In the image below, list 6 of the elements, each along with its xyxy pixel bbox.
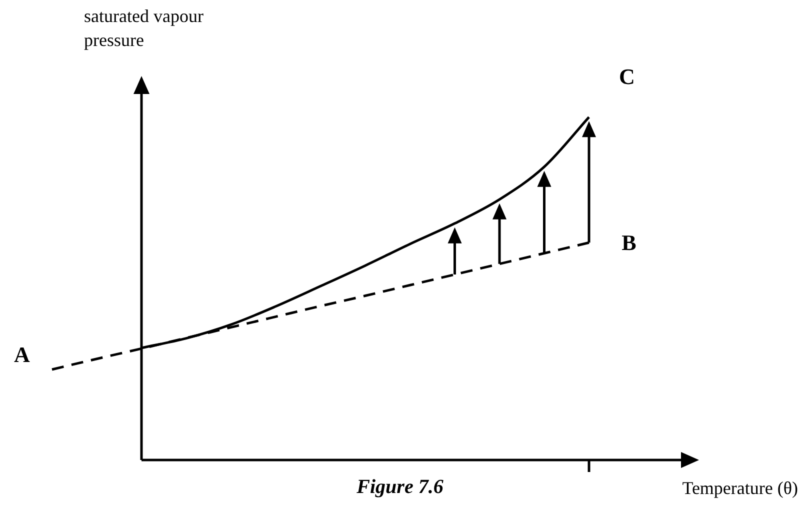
text: B <box>622 230 636 256</box>
text: Figure 7.6 <box>356 476 444 499</box>
text: C <box>619 64 635 90</box>
y-axis-title: saturated vapour pressure <box>84 5 204 52</box>
annotation: A <box>14 342 30 368</box>
x-axis-title: Temperature (θ) <box>682 478 798 499</box>
